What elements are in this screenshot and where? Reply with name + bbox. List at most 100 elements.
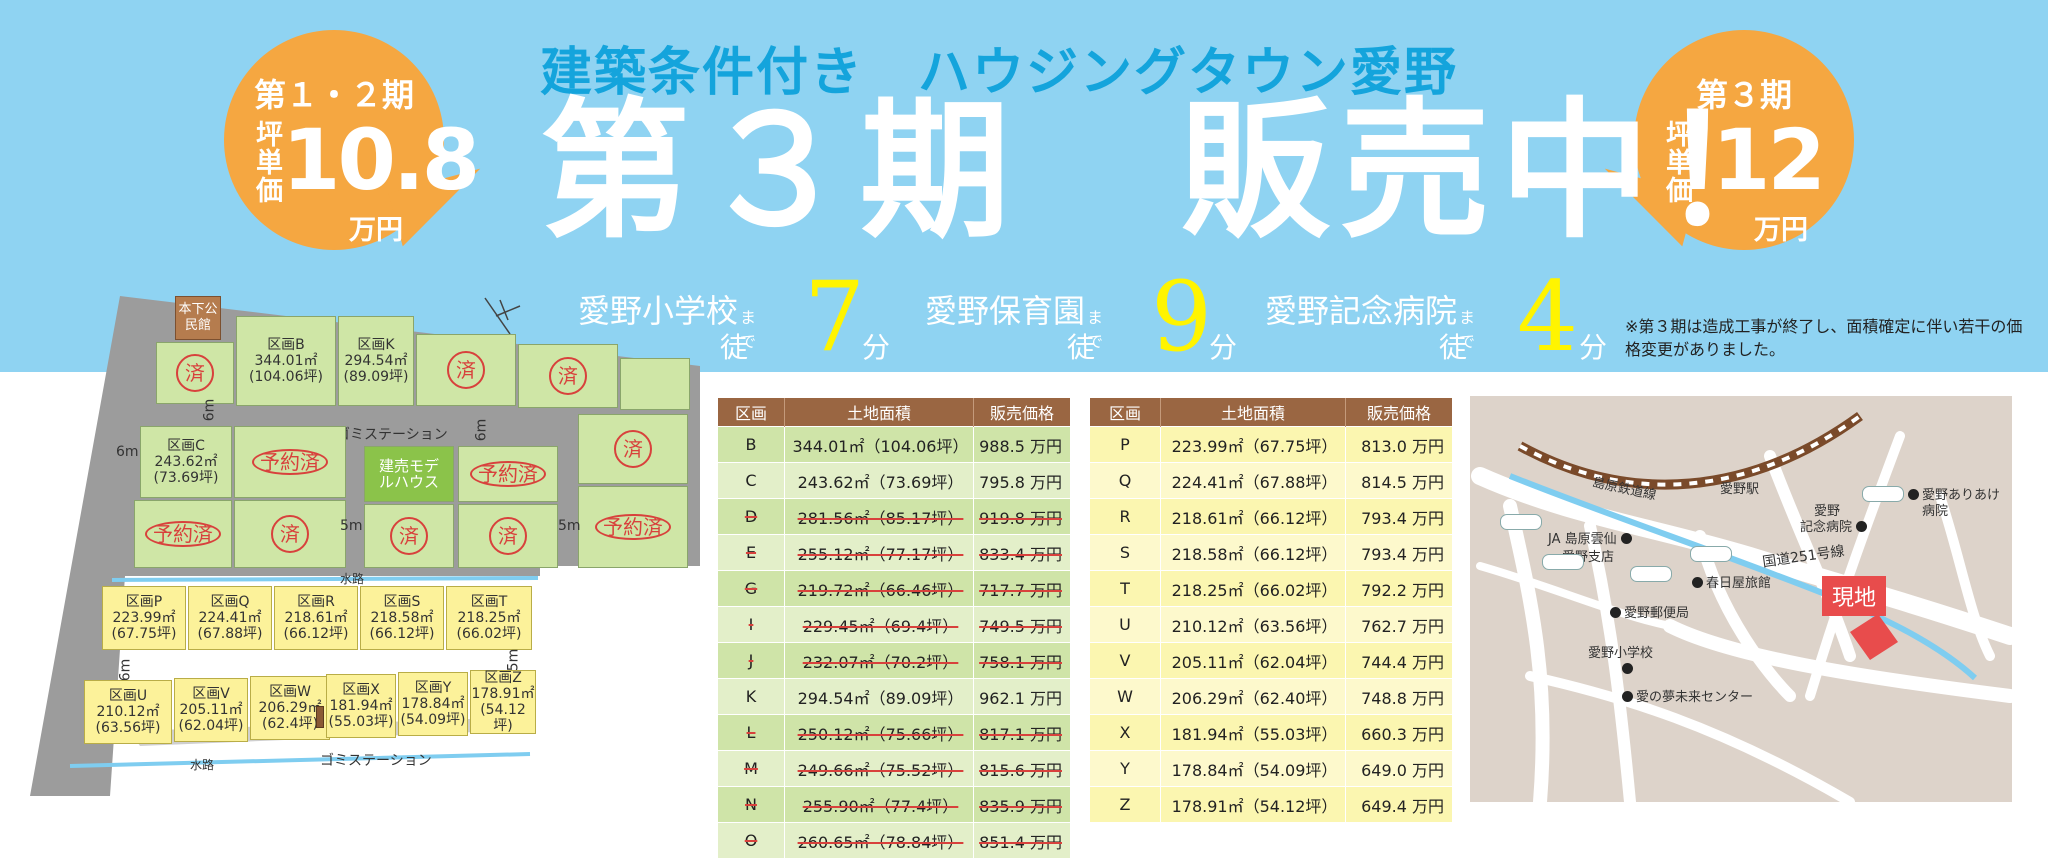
school-marker: [1622, 662, 1636, 677]
map-marker-icon: [1692, 577, 1703, 588]
sold-mark: 済: [176, 354, 214, 392]
lot-sold[interactable]: 済: [234, 500, 346, 568]
cell-price: 988.5 万円: [974, 427, 1071, 463]
garbage-station-label: ゴミステーション: [320, 750, 432, 770]
cell-area: 294.54㎡（89.09坪）: [785, 679, 974, 715]
road-width-label: 5m: [558, 518, 581, 534]
road-width-label: 6m: [473, 419, 489, 442]
lot-empty[interactable]: [620, 358, 690, 410]
lot-area: 218.25㎡: [447, 610, 531, 626]
cell-lot: W: [1090, 679, 1161, 715]
model-house[interactable]: 建売モデルハウス: [364, 446, 454, 502]
lot-tsubo: (104.06坪): [237, 369, 335, 385]
waterway-label: 水路: [340, 570, 364, 587]
col-header-area: 土地面積: [1161, 398, 1346, 427]
cell-area: 219.72㎡（66.46坪）: [785, 571, 974, 607]
price-bubble-phase12: 第１・２期 坪単価 10.8 万円: [224, 30, 444, 250]
lot-reserved[interactable]: 予約済: [134, 500, 232, 568]
col-header-lot: 区画: [1090, 398, 1161, 427]
lot-tsubo: (63.56坪): [85, 720, 171, 736]
lot-sold[interactable]: 済: [156, 342, 234, 404]
distance-minutes: 4: [1517, 262, 1578, 372]
cell-area: 229.45㎡（69.4坪）: [785, 607, 974, 643]
map-marker-icon: [1856, 521, 1867, 532]
lot-area: 210.12㎡: [85, 704, 171, 720]
lot-tsubo: (67.88坪): [189, 626, 271, 642]
cell-price: 962.1 万円: [974, 679, 1071, 715]
distance-walk: 徒歩: [720, 326, 748, 406]
sold-mark: 済: [390, 517, 428, 555]
bubble-unit: 万円: [349, 208, 403, 247]
cell-price: 749.5 万円: [974, 607, 1071, 643]
lot-tsubo: (67.75坪): [103, 626, 185, 642]
reserved-mark: 予約済: [595, 514, 671, 540]
lot-sold[interactable]: 済: [416, 334, 516, 406]
cell-area: 260.65㎡（78.84坪）: [785, 823, 974, 858]
lot-area: 178.91㎡: [471, 686, 535, 702]
lot-sold[interactable]: 済: [578, 414, 688, 484]
price-note: ※第３期は造成工事が終了し、面積確定に伴い若干の価格変更がありました。: [1625, 315, 2025, 361]
road-width-label: 6m: [117, 659, 133, 682]
lot-sold[interactable]: 済: [518, 344, 618, 408]
lot-tsubo: (55.03坪): [327, 714, 395, 730]
lot-name: 区画P: [103, 594, 185, 610]
lot-reserved[interactable]: 予約済: [458, 446, 558, 502]
lot-sold[interactable]: 済: [458, 504, 558, 568]
lot-tsubo: (89.09坪): [339, 369, 413, 385]
lot-reserved[interactable]: 予約済: [578, 486, 688, 568]
cell-area: 218.58㎡（66.12坪）: [1161, 535, 1346, 571]
lot-name: 区画Z: [471, 670, 535, 686]
cell-area: 255.12㎡（77.17坪）: [785, 535, 974, 571]
lot-reserved[interactable]: 予約済: [234, 426, 346, 498]
lot-name: 区画Q: [189, 594, 271, 610]
cell-price: 748.8 万円: [1346, 679, 1453, 715]
site-marker[interactable]: 現地: [1822, 576, 1886, 616]
cell-area: 218.25㎡（66.02坪）: [1161, 571, 1346, 607]
cell-price: 649.0 万円: [1346, 751, 1453, 787]
hospital-label-2: 記念病院: [1800, 516, 1870, 535]
model-house-label: 建売モデルハウス: [365, 458, 453, 490]
lot-name: 区画X: [327, 682, 395, 698]
lot-area: 218.61㎡: [275, 610, 357, 626]
map-marker-icon: [1610, 607, 1621, 618]
map-marker-icon: [1908, 489, 1919, 500]
road-width-label: 6m: [116, 444, 139, 460]
cell-price: 762.7 万円: [1346, 607, 1453, 643]
access-map-roads: [1470, 396, 2012, 802]
cell-area: 249.66㎡（75.52坪）: [785, 751, 974, 787]
cell-lot: P: [1090, 427, 1161, 463]
road-width-label: 5m: [340, 518, 363, 534]
cell-area: 205.11㎡（62.04坪）: [1161, 643, 1346, 679]
traffic-signal-icon: [1500, 514, 1542, 530]
hall-label: 本下公民館: [176, 302, 220, 334]
lot-sold[interactable]: 済: [364, 504, 454, 568]
cell-price: 649.4 万円: [1346, 787, 1453, 823]
lot-tsubo: (54.09坪): [399, 712, 467, 728]
center-label: 愛の夢未来センター: [1622, 686, 1753, 705]
distance-walk: 徒歩: [1067, 326, 1095, 406]
